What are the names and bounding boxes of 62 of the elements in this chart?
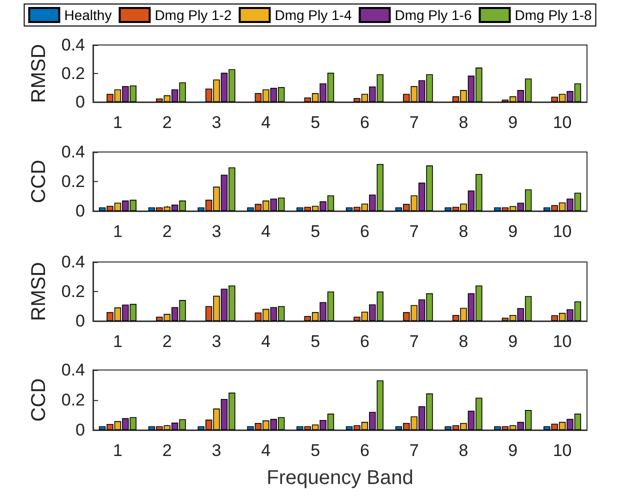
y-tick-label: 0 [76,312,85,330]
y-tick-label: 0.2 [61,390,85,410]
x-tick-label: 7 [409,113,419,132]
y-tick-label: 0.4 [61,360,85,380]
x-tick-label: 9 [508,113,518,132]
x-tick-label: 5 [310,222,320,241]
x-tick-label: 5 [310,441,320,460]
y-tick-label: 0.4 [61,142,85,162]
x-tick-label: 1 [112,113,122,132]
x-tick-label: 5 [310,332,320,351]
x-tick-label: 6 [360,222,370,241]
x-tick-label: 6 [360,113,370,132]
x-tick-label: 10 [552,441,572,460]
x-tick-label: 4 [261,113,271,132]
x-tick-label: 3 [212,222,222,241]
y-tick-label: 0.2 [61,172,85,191]
x-tick-label: 6 [360,332,370,351]
x-tick-label: 2 [162,222,172,241]
x-tick-label: 7 [409,441,419,460]
x-tick-label: 7 [409,222,419,241]
x-tick-label: 10 [552,113,572,132]
y-tick-label: 0.2 [61,64,85,83]
y-axis-title: RMSD [28,44,50,103]
legend-label: Dmg Ply 1-8 [514,7,592,23]
x-tick-label: 9 [508,222,518,241]
x-tick-label: 1 [112,441,122,460]
x-tick-label: 10 [552,222,572,241]
x-tick-label: 6 [360,441,370,460]
legend-label: Dmg Ply 1-4 [274,7,352,23]
x-axis-title: Frequency Band [266,467,414,489]
x-tick-label: 4 [261,222,271,241]
x-tick-label: 4 [261,441,271,460]
x-tick-label: 5 [310,113,320,132]
x-tick-label: 1 [112,222,122,241]
x-tick-label: 1 [112,332,122,351]
x-tick-label: 2 [162,332,172,351]
y-tick-label: 0 [76,202,85,220]
x-tick-label: 3 [212,332,222,351]
y-tick-label: 0 [76,420,85,440]
legend-label: Dmg Ply 1-2 [154,7,232,23]
y-axis-title: RMSD [28,262,50,321]
y-tick-label: 0.4 [61,36,85,54]
x-tick-label: 3 [212,113,222,132]
x-tick-label: 8 [458,441,468,460]
y-axis-title: CCD [28,160,50,204]
x-tick-label: 10 [552,332,572,351]
x-tick-label: 7 [409,332,419,351]
legend-label: Dmg Ply 1-6 [394,7,472,23]
x-tick-label: 8 [458,332,468,351]
x-tick-label: 4 [261,332,271,351]
x-tick-label: 2 [162,441,172,460]
x-tick-label: 8 [458,113,468,132]
y-tick-label: 0 [76,92,85,112]
legend-label: Healthy [64,7,112,23]
y-axis-title: CCD [28,378,50,422]
y-tick-label: 0.2 [61,282,85,301]
y-tick-label: 0.4 [61,252,85,272]
x-tick-label: 9 [508,441,518,460]
x-tick-label: 8 [458,222,468,241]
x-tick-label: 2 [162,113,172,132]
x-tick-label: 3 [212,441,222,460]
x-tick-label: 9 [508,332,518,351]
